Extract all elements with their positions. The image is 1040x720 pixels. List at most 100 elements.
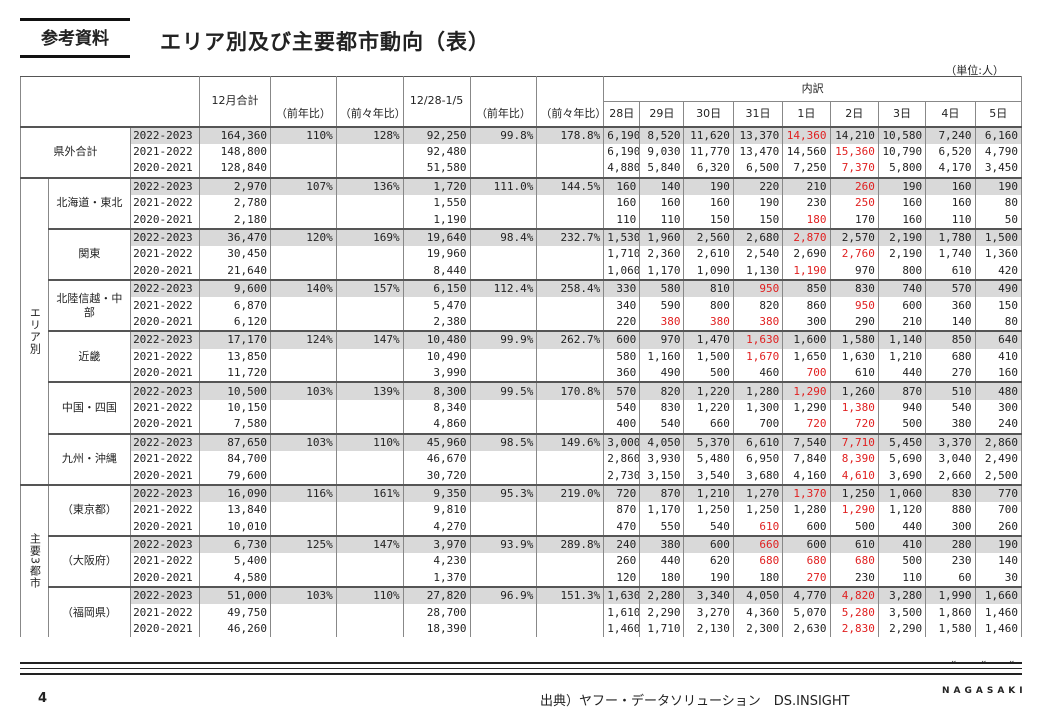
total-cell: 84,700	[199, 450, 271, 468]
day-cell: 4,820	[829, 586, 879, 605]
yoy-cell	[269, 416, 337, 434]
day-cell: 2,680	[732, 227, 784, 247]
day-cell: 260	[603, 553, 641, 570]
period-cell: 3,990	[402, 364, 471, 383]
yoy2-cell	[335, 313, 404, 332]
day-cell: 230	[829, 569, 879, 588]
period-cell: 19,640	[402, 227, 471, 247]
period-cell: 19,960	[402, 246, 471, 263]
period-yoy-cell	[469, 262, 538, 281]
day-cell: 1,580	[925, 620, 976, 638]
year-cell: 2020-2021	[130, 364, 200, 383]
period-yoy-cell	[469, 313, 538, 332]
day-cell: 190	[683, 569, 734, 588]
day-cell: 11,620	[683, 125, 734, 144]
year-cell: 2022-2023	[130, 432, 200, 451]
day-cell: 1,460	[603, 620, 641, 638]
day-cell: 1,470	[683, 330, 734, 349]
table-row: 2021-2022 6,870 5,470 340 590 800 820 860 950 600…	[21, 297, 1023, 314]
day-cell: 2,610	[683, 246, 734, 263]
period-yoy2-cell	[536, 553, 605, 570]
day-cell: 970	[639, 330, 685, 349]
period-yoy-cell: 93.9%	[469, 534, 538, 554]
day-cell: 5,480	[683, 450, 734, 468]
period-yoy-cell: 99.8%	[469, 125, 538, 144]
day-cell: 110	[603, 211, 641, 229]
table-row: 2021-2022 49,750 28,700 1,610 2,290 3,270 4,36…	[21, 604, 1023, 621]
year-cell: 2021-2022	[130, 143, 200, 161]
day-cell: 160	[877, 195, 927, 212]
total-cell: 148,800	[199, 143, 271, 161]
data-table: 12月合計 12/28-1/5 内訳 （前年比） （前々年比） （前年比） （前…	[19, 76, 1023, 638]
yoy2-cell: 161%	[335, 483, 404, 503]
day-cell: 300	[925, 518, 976, 536]
total-cell: 51,000	[199, 586, 271, 605]
day-cell: 230	[925, 553, 976, 570]
yoy-cell	[269, 313, 337, 332]
period-cell: 2,380	[402, 313, 471, 332]
period-cell: 1,190	[402, 211, 471, 229]
year-cell: 2020-2021	[130, 211, 200, 229]
footer-rule	[20, 662, 1022, 664]
day-cell: 140	[925, 313, 976, 332]
period-yoy-cell	[469, 553, 538, 570]
period-yoy-cell: 112.4%	[469, 278, 538, 298]
period-cell: 51,580	[402, 160, 471, 178]
day-cell: 380	[732, 313, 784, 332]
period-cell: 4,230	[402, 553, 471, 570]
period-yoy2-cell	[536, 399, 605, 417]
day-cell: 610	[732, 518, 784, 536]
year-cell: 2020-2021	[130, 313, 200, 332]
yoy2-cell: 128%	[335, 125, 404, 144]
period-cell: 46,670	[402, 450, 471, 468]
day-cell: 540	[603, 399, 641, 417]
day-cell: 2,870	[782, 227, 831, 247]
period-yoy-cell	[469, 348, 538, 365]
day-cell: 6,190	[603, 143, 641, 161]
day-cell: 740	[877, 278, 927, 298]
period-yoy-cell	[469, 502, 538, 519]
total-cell: 128,840	[199, 160, 271, 178]
period-yoy2-cell	[536, 467, 605, 485]
day-cell: 700	[974, 502, 1023, 519]
total-cell: 10,500	[199, 381, 271, 400]
header-day: 31日	[732, 101, 784, 127]
header-day: 5日	[974, 101, 1023, 127]
day-cell: 720	[603, 483, 641, 503]
day-cell: 3,450	[974, 160, 1023, 178]
day-cell: 600	[782, 534, 831, 554]
yoy-cell	[269, 620, 337, 638]
day-cell: 380	[925, 416, 976, 434]
table-row: 九州・沖縄 2022-2023 87,650 103% 110% 45,960 98.5% 1…	[21, 432, 1023, 485]
day-cell: 1,250	[829, 483, 879, 503]
period-yoy-cell: 111.0%	[469, 176, 538, 196]
day-cell: 1,280	[782, 502, 831, 519]
yoy-cell: 110%	[269, 125, 337, 144]
day-cell: 3,690	[877, 467, 927, 485]
group-label: 関東	[47, 227, 132, 281]
period-yoy2-cell: 262.7%	[536, 330, 605, 349]
day-cell: 590	[639, 297, 685, 314]
day-cell: 500	[829, 518, 879, 536]
table-row: 2021-2022 2,780 1,550 160 160 160 190 230 250 160…	[21, 195, 1023, 212]
total-cell: 2,970	[199, 176, 271, 196]
day-cell: 2,300	[732, 620, 784, 638]
yoy-cell: 103%	[269, 586, 337, 605]
period-cell: 9,810	[402, 502, 471, 519]
header-yoy: （前年比）	[269, 101, 337, 127]
day-cell: 2,130	[683, 620, 734, 638]
year-cell: 2021-2022	[130, 399, 200, 417]
day-cell: 1,710	[639, 620, 685, 638]
period-yoy-cell	[469, 399, 538, 417]
day-cell: 500	[683, 364, 734, 383]
yoy2-cell: 110%	[335, 432, 404, 451]
day-cell: 220	[603, 313, 641, 332]
day-cell: 5,070	[782, 604, 831, 621]
header-breakdown: 内訳	[603, 76, 1022, 102]
day-cell: 300	[974, 399, 1023, 417]
total-cell: 10,150	[199, 399, 271, 417]
total-cell: 79,600	[199, 467, 271, 485]
day-cell: 3,280	[877, 586, 927, 605]
table-row: 2020-2021 6,120 2,380 220 380 380 380 300 290 210…	[21, 313, 1023, 332]
year-cell: 2022-2023	[130, 483, 200, 503]
